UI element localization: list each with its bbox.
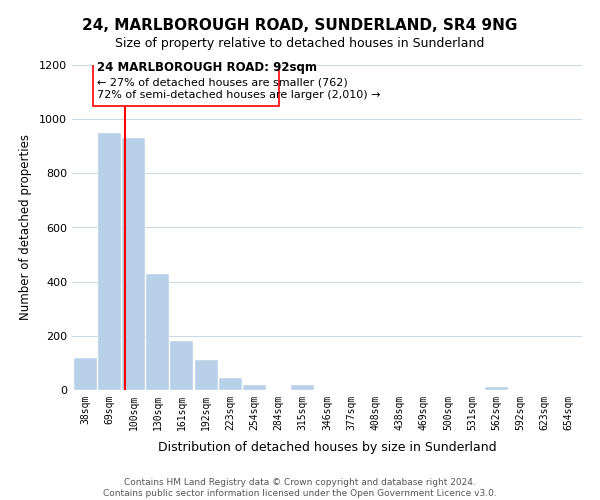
Bar — [92, 64, 278, 106]
Y-axis label: Number of detached properties: Number of detached properties — [19, 134, 32, 320]
Bar — [243, 385, 266, 390]
Bar — [292, 385, 314, 390]
Text: 24, MARLBOROUGH ROAD, SUNDERLAND, SR4 9NG: 24, MARLBOROUGH ROAD, SUNDERLAND, SR4 9N… — [82, 18, 518, 32]
Bar — [98, 132, 121, 390]
Text: ← 27% of detached houses are smaller (762): ← 27% of detached houses are smaller (76… — [97, 77, 348, 87]
Bar — [146, 274, 169, 390]
Text: 72% of semi-detached houses are larger (2,010) →: 72% of semi-detached houses are larger (… — [97, 90, 381, 100]
Bar — [122, 138, 145, 390]
Bar — [219, 378, 242, 390]
Bar — [485, 388, 508, 390]
Text: Contains HM Land Registry data © Crown copyright and database right 2024.
Contai: Contains HM Land Registry data © Crown c… — [103, 478, 497, 498]
X-axis label: Distribution of detached houses by size in Sunderland: Distribution of detached houses by size … — [158, 441, 496, 454]
Bar — [170, 341, 193, 390]
Text: 24 MARLBOROUGH ROAD: 92sqm: 24 MARLBOROUGH ROAD: 92sqm — [97, 62, 317, 74]
Bar — [194, 360, 218, 390]
Text: Size of property relative to detached houses in Sunderland: Size of property relative to detached ho… — [115, 38, 485, 51]
Bar — [74, 358, 97, 390]
